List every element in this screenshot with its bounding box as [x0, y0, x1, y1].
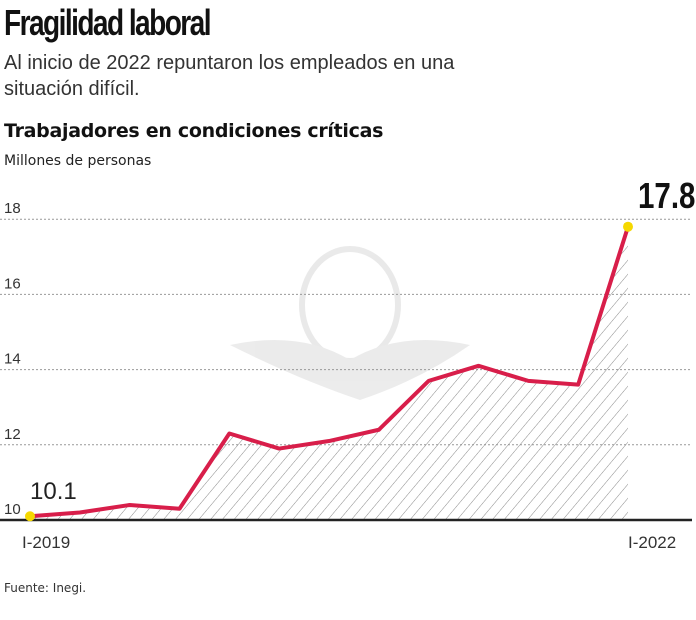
- data-point-marker: [25, 511, 35, 522]
- chart-title: Trabajadores en condiciones críticas: [4, 120, 384, 142]
- y-tick-label: 10: [4, 501, 21, 518]
- data-label-first: 10.1: [30, 478, 77, 505]
- y-tick-label: 14: [4, 351, 21, 368]
- y-tick-label: 12: [4, 426, 21, 443]
- y-tick-label: 18: [4, 200, 21, 217]
- area-fill: [30, 226, 628, 520]
- data-label-last: 17.8: [638, 175, 695, 215]
- data-point-marker: [623, 221, 633, 232]
- x-tick-label: I-2022: [628, 533, 676, 552]
- series-line: [29, 226, 630, 519]
- y-tick-label: 16: [4, 275, 21, 292]
- chart-unit-label: Millones de personas: [4, 153, 152, 169]
- source-note: Fuente: Inegi.: [4, 581, 87, 595]
- x-tick-label: I-2019: [22, 533, 70, 552]
- subheadline: Al inicio de 2022 repuntaron los emplead…: [4, 52, 455, 100]
- headline: Fragilidad laboral: [4, 2, 212, 43]
